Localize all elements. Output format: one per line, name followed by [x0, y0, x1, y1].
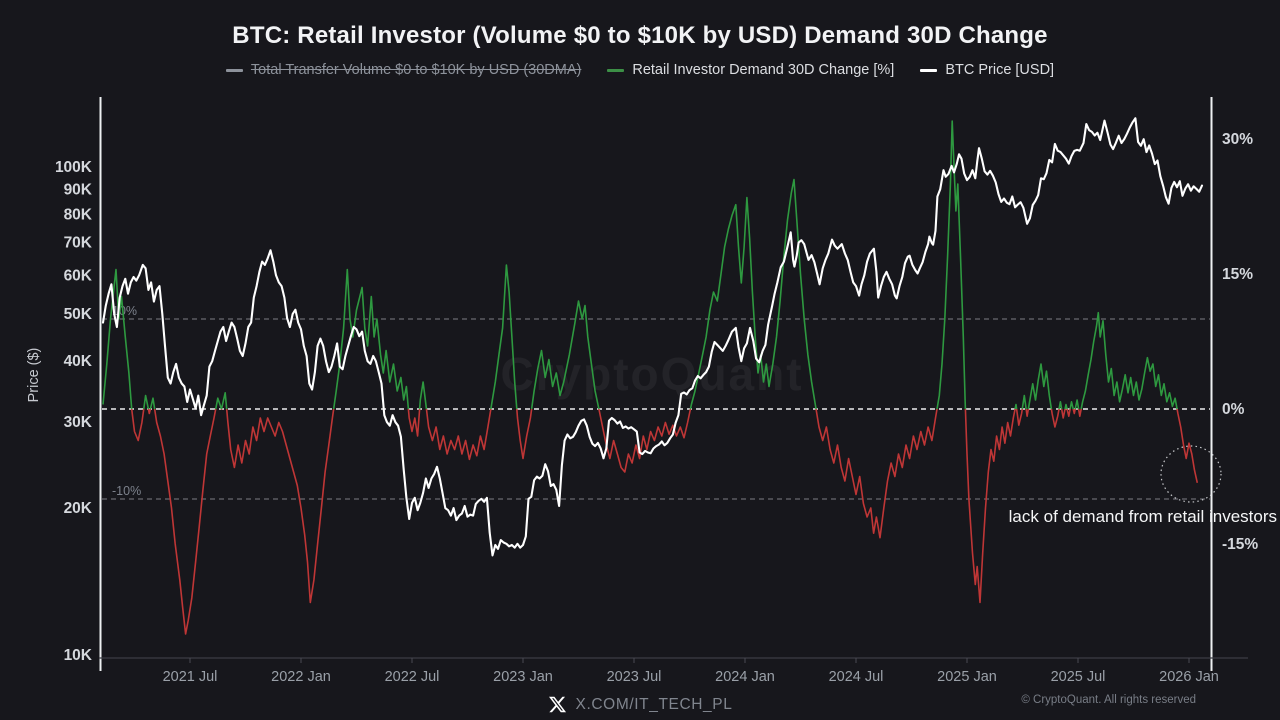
right-axis-tick-label: 15% — [1222, 266, 1253, 283]
left-axis-tick-label: 20K — [64, 500, 93, 517]
left-axis-tick-label: 50K — [64, 306, 93, 323]
btc-price-line — [101, 117, 1204, 557]
x-axis-tick-label: 2025 Jan — [937, 669, 997, 685]
legend-label: Total Transfer Volume $0 to $10K by USD … — [250, 62, 582, 78]
guide-label: 10% — [112, 304, 137, 318]
left-axis-tick-label: 100K — [55, 159, 93, 176]
x-axis-tick-label: 2024 Jan — [715, 669, 775, 685]
legend-label: BTC Price [USD] — [945, 62, 1055, 78]
legend-label: Retail Investor Demand 30D Change [%] — [632, 62, 895, 78]
legend-item-1[interactable]: Retail Investor Demand 30D Change [%] — [607, 62, 894, 78]
x-axis-tick-label: 2023 Jul — [607, 669, 662, 685]
left-axis-tick-label: 10K — [64, 647, 93, 664]
demand-line-positive — [102, 120, 1178, 409]
right-axis-tick-label: -15% — [1222, 536, 1258, 553]
x-axis-tick-label: 2022 Jan — [271, 669, 331, 685]
left-axis-tick-label: 90K — [64, 181, 93, 198]
guide-label: -10% — [112, 484, 141, 498]
left-axis-tick-label: 70K — [64, 235, 93, 252]
chart-legend: Total Transfer Volume $0 to $10K by USD … — [0, 62, 1280, 78]
x-axis-tick-label: 2022 Jul — [385, 669, 440, 685]
right-axis-tick-label: 30% — [1222, 131, 1253, 148]
annotation-circle — [1160, 445, 1222, 503]
annotation-label: lack of demand from retail investors — [1008, 507, 1277, 526]
x-axis-tick-label: 2021 Jul — [163, 669, 218, 685]
page-title: BTC: Retail Investor (Volume $0 to $10K … — [232, 22, 1048, 49]
footer-attribution: X.COM/IT_TECH_PL — [0, 695, 1280, 714]
x-axis-tick-label: 2026 Jan — [1159, 669, 1219, 685]
left-axis-tick-label: 40K — [64, 353, 93, 370]
x-axis-tick-label: 2024 Jul — [829, 669, 884, 685]
demand-line-negative — [130, 409, 1199, 635]
left-axis-title: Price ($) — [26, 348, 42, 403]
x-handle: X.COM/IT_TECH_PL — [575, 695, 733, 713]
guide-lines: 10% -10% — [102, 304, 1210, 500]
legend-dash-icon — [225, 68, 243, 72]
x-axis-tick-label: 2025 Jul — [1051, 669, 1106, 685]
left-axis-tick-label: 80K — [64, 206, 93, 223]
legend-dash-icon — [920, 68, 938, 72]
left-axis-tick-label: 60K — [64, 267, 93, 284]
axes: 100K 90K 80K 70K 60K 50K 40K 30K 20K 10K 30% 15% 0% -… — [55, 97, 1258, 685]
x-logo-icon — [548, 696, 566, 713]
copyright-notice: © CryptoQuant. All rights reserved — [1021, 694, 1196, 706]
x-axis-tick-label: 2023 Jan — [493, 669, 553, 685]
legend-dash-icon — [607, 68, 625, 72]
legend-item-2[interactable]: BTC Price [USD] — [920, 62, 1054, 78]
data-series — [101, 117, 1204, 635]
left-axis-tick-label: 30K — [64, 414, 93, 431]
legend-item-0[interactable]: Total Transfer Volume $0 to $10K by USD … — [225, 62, 582, 78]
right-axis-tick-label: 0% — [1222, 401, 1245, 418]
